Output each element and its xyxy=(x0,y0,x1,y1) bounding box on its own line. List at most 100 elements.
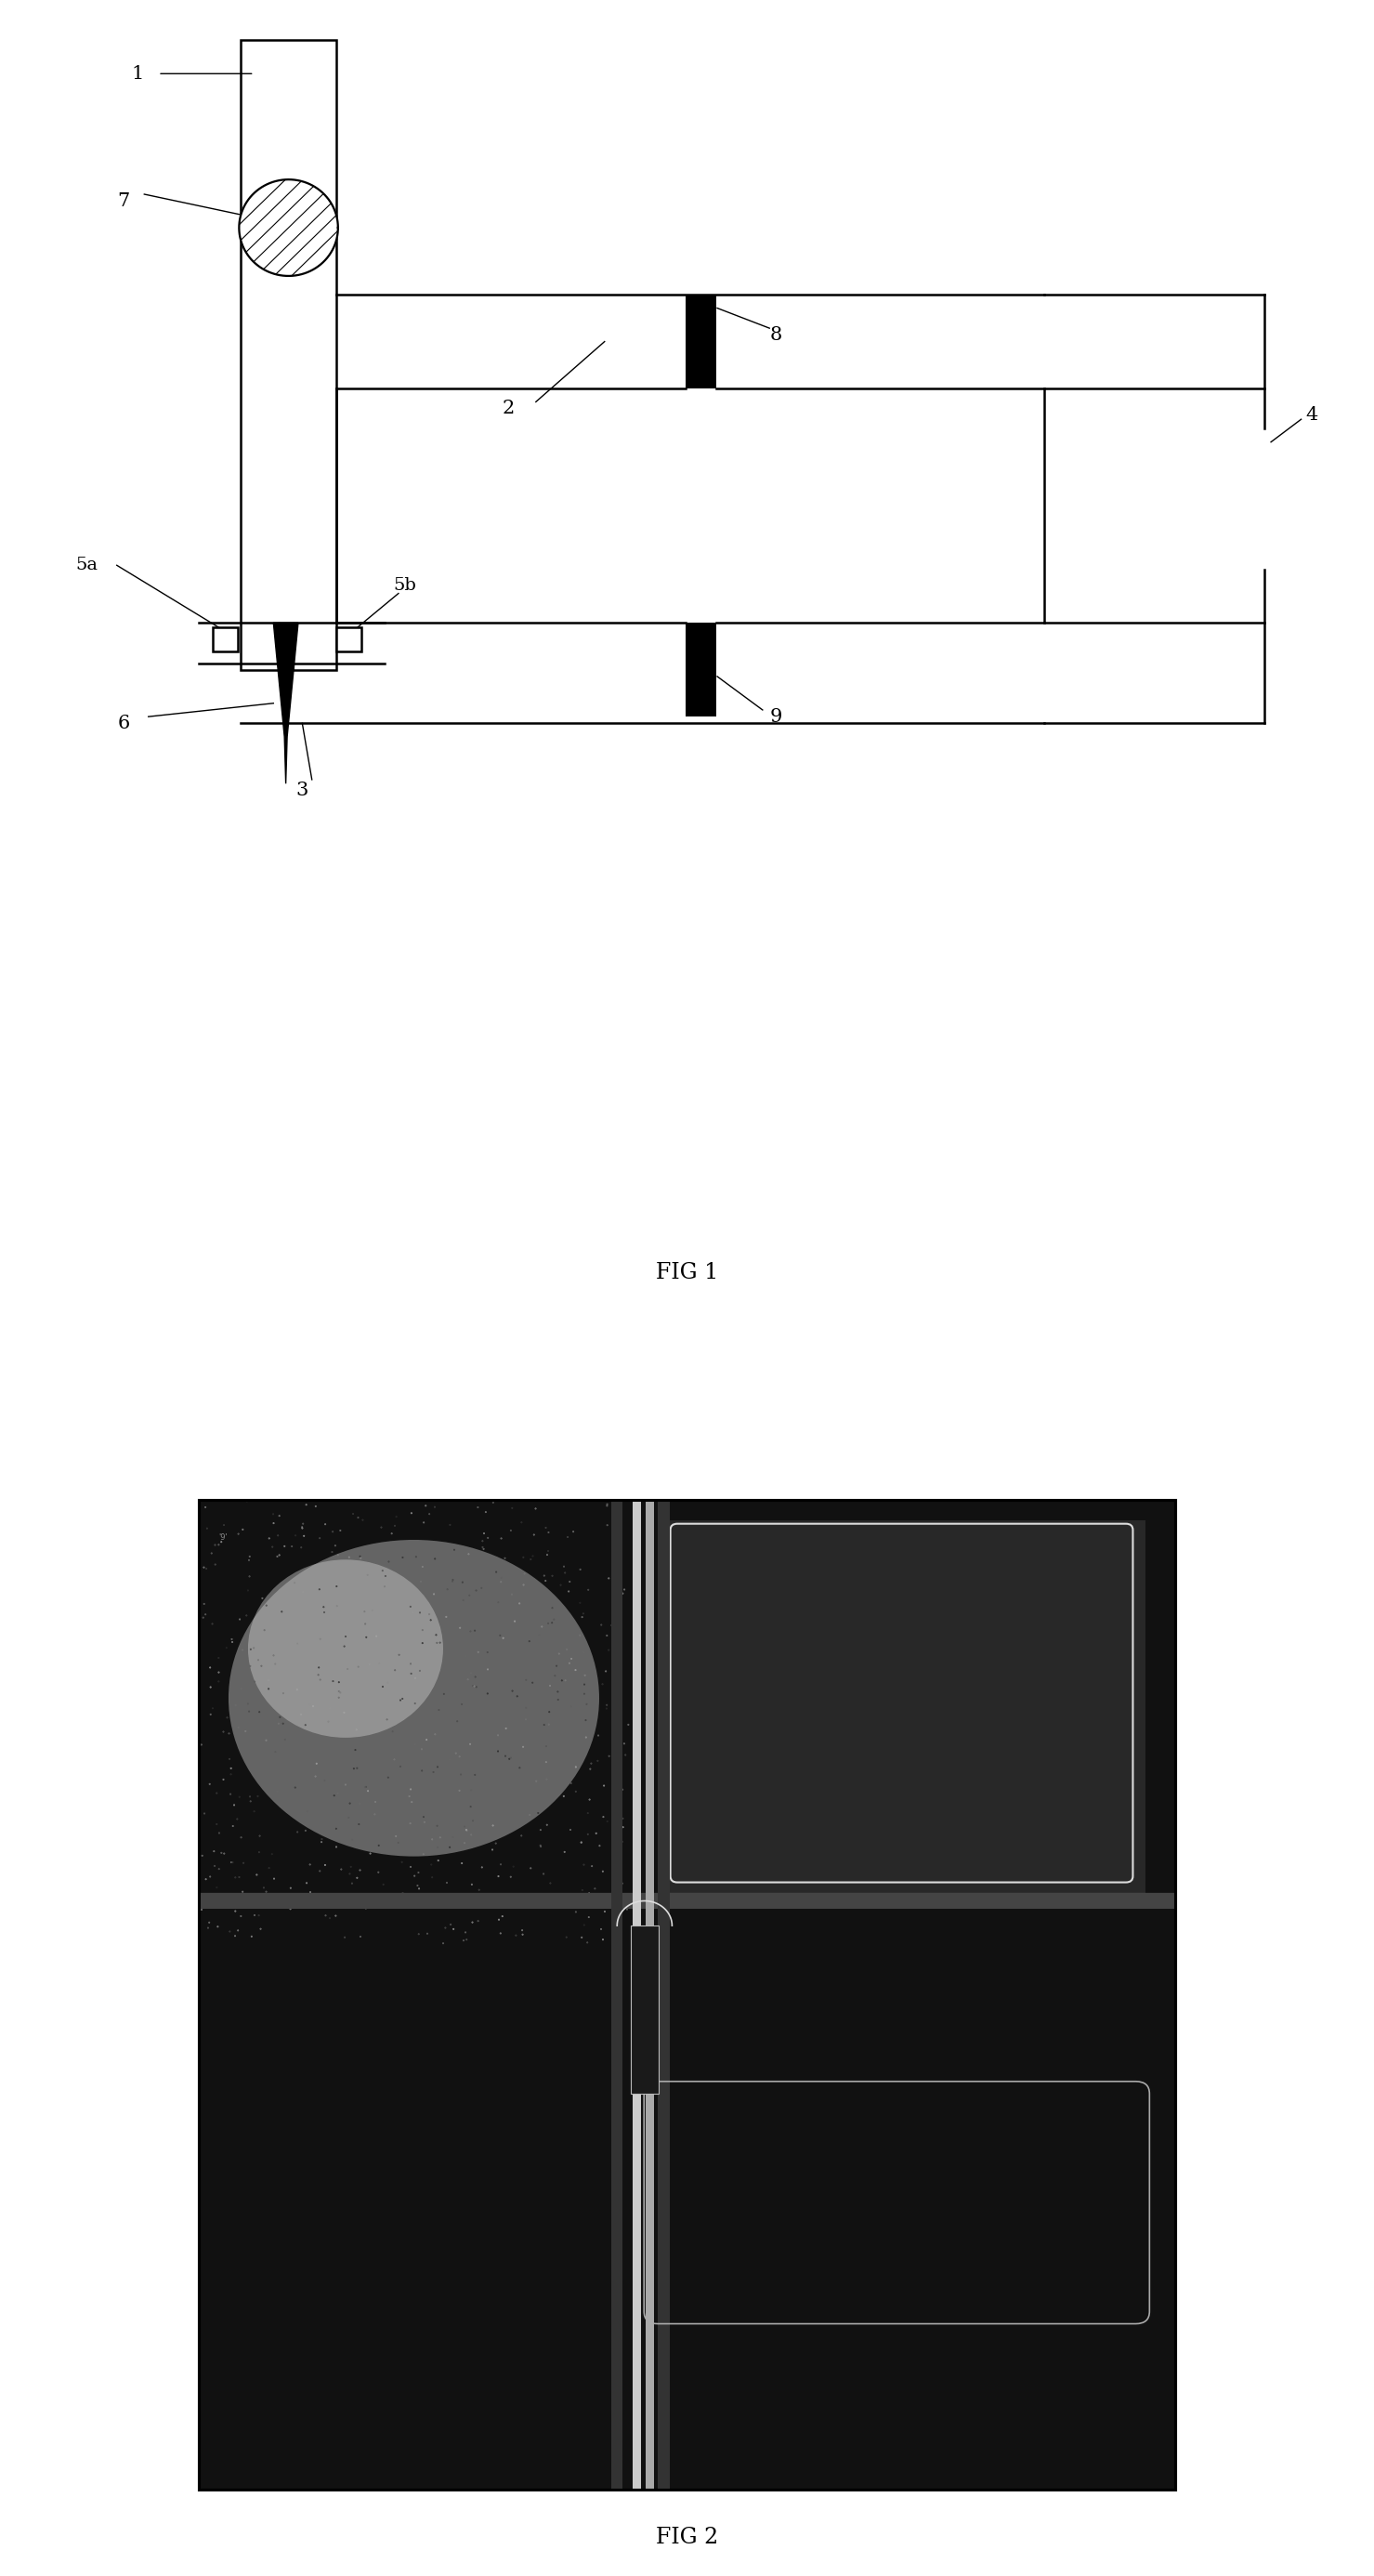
Point xyxy=(570,1821,592,1862)
Point xyxy=(561,1762,583,1803)
Point xyxy=(423,1486,445,1528)
Point xyxy=(349,1535,371,1577)
Point xyxy=(326,1584,348,1625)
Point xyxy=(486,1716,508,1757)
Point xyxy=(359,1834,381,1875)
Point xyxy=(518,1620,540,1662)
Point xyxy=(573,1674,595,1716)
Point xyxy=(271,1592,293,1633)
Point xyxy=(257,1875,279,1917)
Point xyxy=(328,1677,350,1718)
Point xyxy=(407,1865,429,1906)
Point xyxy=(191,1723,213,1765)
Point xyxy=(371,1507,393,1548)
Point xyxy=(503,1847,525,1888)
Point xyxy=(392,1873,414,1914)
Point xyxy=(392,1538,414,1579)
Point xyxy=(565,1747,587,1788)
Point xyxy=(530,1826,552,1868)
Point xyxy=(536,1803,558,1844)
Point xyxy=(587,1741,609,1783)
Point xyxy=(569,1548,591,1589)
Point xyxy=(202,1602,224,1643)
Point xyxy=(264,1731,286,1772)
Point xyxy=(199,1857,221,1899)
Point xyxy=(240,1917,262,1958)
Point xyxy=(251,1577,273,1618)
Point xyxy=(554,1553,576,1595)
Point xyxy=(596,1801,618,1842)
Point xyxy=(462,1801,484,1842)
Point xyxy=(216,1628,238,1669)
Point xyxy=(239,1780,261,1821)
Point xyxy=(231,1816,253,1857)
Point xyxy=(598,1736,620,1777)
Point xyxy=(471,1528,493,1569)
Point xyxy=(218,1739,240,1780)
Point xyxy=(603,1481,625,1522)
Point xyxy=(199,1765,221,1806)
Point xyxy=(611,1806,633,1847)
Bar xyxy=(240,41,337,670)
Point xyxy=(297,1790,319,1832)
Point xyxy=(574,1700,596,1741)
Point xyxy=(308,1646,330,1687)
Point xyxy=(382,1710,404,1752)
Point xyxy=(272,1672,294,1713)
Point xyxy=(367,1886,389,1927)
Point xyxy=(268,1494,290,1535)
Point xyxy=(493,1538,515,1579)
Point xyxy=(376,1662,398,1703)
Point xyxy=(611,1862,633,1904)
Point xyxy=(294,1705,316,1747)
Bar xyxy=(631,1927,658,2094)
Point xyxy=(339,1783,361,1824)
Point xyxy=(238,1690,260,1731)
Point xyxy=(368,1643,390,1685)
Point xyxy=(392,1677,414,1718)
Point xyxy=(372,1865,394,1906)
Point xyxy=(600,1605,622,1646)
Point xyxy=(339,1852,361,1893)
Point xyxy=(313,1759,335,1801)
Point xyxy=(581,1844,603,1886)
Text: 5b: 5b xyxy=(394,577,416,592)
Text: 2: 2 xyxy=(503,399,514,417)
Point xyxy=(515,1659,537,1700)
Point xyxy=(300,1844,322,1886)
Point xyxy=(585,1878,607,1919)
Point xyxy=(596,1615,618,1656)
Point xyxy=(596,1685,618,1726)
Point xyxy=(573,1592,595,1633)
Point xyxy=(228,1857,250,1899)
Point xyxy=(341,1862,363,1904)
Point xyxy=(602,1736,624,1777)
Point xyxy=(400,1803,422,1844)
Point xyxy=(616,1888,638,1929)
Point xyxy=(489,1615,511,1656)
Point xyxy=(411,1749,433,1790)
Point xyxy=(205,1543,227,1584)
Point xyxy=(543,1600,565,1641)
Point xyxy=(508,1747,530,1788)
Point xyxy=(558,1643,580,1685)
Point xyxy=(544,1656,566,1698)
Ellipse shape xyxy=(228,1540,599,1857)
Point xyxy=(311,1819,333,1860)
Point xyxy=(352,1499,374,1540)
Point xyxy=(354,1888,376,1929)
Point xyxy=(409,1561,431,1602)
Point xyxy=(315,1504,337,1546)
Point xyxy=(302,1685,324,1726)
Point xyxy=(473,1528,495,1569)
Point xyxy=(444,1530,466,1571)
Point xyxy=(207,1638,229,1680)
Point xyxy=(408,1852,430,1893)
Bar xyxy=(658,1499,669,2488)
Ellipse shape xyxy=(249,1558,442,1739)
Point xyxy=(445,1734,467,1775)
Point xyxy=(491,1556,513,1597)
Point xyxy=(210,1522,232,1564)
Point xyxy=(449,1607,471,1649)
Point xyxy=(409,1592,431,1633)
